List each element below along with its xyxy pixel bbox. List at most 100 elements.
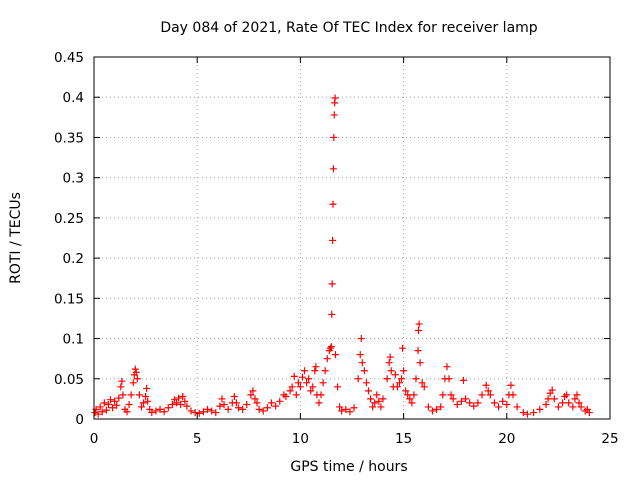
- data-point: [439, 391, 447, 399]
- data-point: [212, 409, 220, 417]
- y-tick-label: 0.25: [54, 211, 84, 227]
- data-point: [294, 379, 302, 387]
- data-point: [418, 379, 426, 387]
- data-point: [315, 399, 323, 407]
- x-tick-label: 10: [292, 431, 309, 447]
- data-point: [113, 401, 121, 409]
- data-point: [550, 395, 558, 403]
- data-point: [329, 200, 337, 208]
- data-point: [239, 405, 247, 413]
- data-point: [503, 401, 511, 409]
- data-point: [296, 383, 304, 391]
- data-point: [129, 379, 137, 387]
- data-point: [466, 399, 474, 407]
- data-point: [181, 397, 189, 405]
- data-point: [104, 401, 112, 409]
- y-tick-label: 0.4: [63, 90, 84, 106]
- data-point: [125, 401, 133, 409]
- data-point: [243, 401, 251, 409]
- data-point: [118, 377, 126, 385]
- data-point: [482, 381, 490, 389]
- data-point: [548, 386, 556, 394]
- data-point: [358, 359, 366, 367]
- data-point: [218, 395, 226, 403]
- data-point: [569, 403, 577, 411]
- data-point: [331, 351, 339, 359]
- data-point: [220, 401, 228, 409]
- data-point: [356, 351, 364, 359]
- data-point: [94, 410, 102, 418]
- data-point: [131, 365, 139, 373]
- data-point: [119, 391, 127, 399]
- x-tick-label: 5: [193, 431, 202, 447]
- data-point: [350, 404, 358, 412]
- data-point: [187, 407, 195, 415]
- chart-title: Day 084 of 2021, Rate Of TEC Index for r…: [160, 20, 537, 36]
- data-point: [321, 367, 329, 375]
- data-point: [329, 165, 337, 173]
- data-point: [507, 381, 515, 389]
- data-point: [199, 408, 207, 416]
- data-point: [437, 403, 445, 411]
- data-point: [457, 397, 465, 405]
- y-tick-label: 0.2: [63, 251, 84, 267]
- data-point: [230, 392, 238, 400]
- y-tick-label: 0.3: [63, 171, 84, 187]
- data-point: [484, 387, 492, 395]
- data-point: [249, 387, 257, 395]
- data-point: [96, 403, 104, 411]
- data-point: [323, 355, 331, 363]
- data-point: [495, 403, 503, 411]
- data-point: [443, 363, 451, 371]
- data-point: [307, 387, 315, 395]
- data-point: [385, 359, 393, 367]
- data-point: [224, 405, 232, 413]
- axis-ticks: [93, 56, 611, 420]
- data-point: [565, 399, 573, 407]
- data-point: [326, 344, 334, 352]
- data-point: [327, 343, 335, 351]
- data-point: [259, 407, 267, 415]
- x-tick-label: 25: [601, 431, 618, 447]
- data-point: [144, 397, 152, 405]
- data-point: [362, 379, 370, 387]
- data-point: [404, 391, 412, 399]
- data-point: [447, 391, 455, 399]
- data-point: [433, 405, 441, 413]
- data-point: [328, 280, 336, 288]
- data-point: [123, 408, 131, 416]
- data-point: [168, 401, 176, 409]
- data-point: [288, 383, 296, 391]
- data-point: [360, 367, 368, 375]
- data-point: [142, 392, 150, 400]
- data-point: [357, 335, 365, 343]
- data-point: [509, 391, 517, 399]
- data-point: [414, 327, 422, 335]
- data-point: [331, 94, 339, 102]
- data-point: [371, 399, 379, 407]
- data-point: [290, 372, 298, 380]
- data-point: [395, 379, 403, 387]
- data-point: [107, 396, 115, 404]
- data-point: [342, 405, 350, 413]
- y-tick-label: 0.45: [54, 50, 84, 66]
- data-point: [319, 379, 327, 387]
- data-point: [160, 408, 168, 416]
- data-point: [554, 403, 562, 411]
- data-point: [251, 395, 259, 403]
- data-point: [412, 375, 420, 383]
- data-point: [111, 397, 119, 405]
- data-point: [367, 395, 375, 403]
- data-point: [449, 395, 457, 403]
- data-point: [272, 402, 280, 410]
- data-point: [255, 405, 263, 413]
- data-point: [420, 383, 428, 391]
- data-point: [373, 391, 381, 399]
- data-point: [416, 359, 424, 367]
- data-point: [513, 403, 521, 411]
- data-point: [330, 111, 338, 119]
- data-point: [282, 392, 290, 400]
- data-point: [115, 394, 123, 402]
- y-axis-label: ROTI / TECUs: [8, 192, 24, 284]
